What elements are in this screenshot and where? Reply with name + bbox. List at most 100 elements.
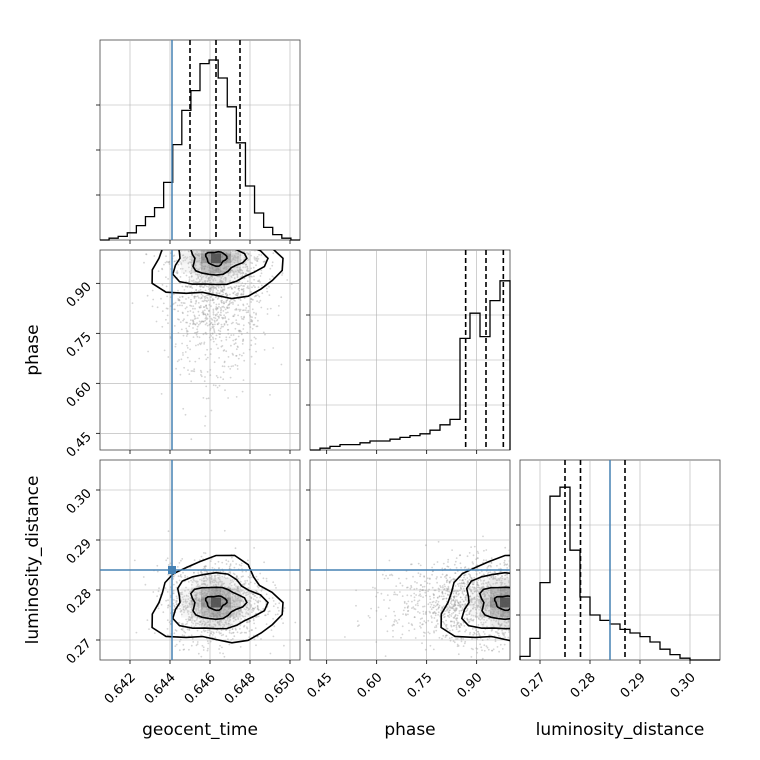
sample-point xyxy=(189,603,192,606)
y-tick-label: 0.90 xyxy=(64,280,95,311)
sample-point xyxy=(253,547,256,549)
sample-point xyxy=(463,576,465,579)
sample-point xyxy=(192,281,195,284)
sample-point xyxy=(256,605,259,607)
sample-point xyxy=(228,567,231,570)
sample-point xyxy=(252,298,254,301)
sample-point xyxy=(219,376,222,379)
sample-point xyxy=(185,298,187,300)
density-cell xyxy=(241,250,251,254)
sample-point xyxy=(192,578,195,581)
sample-point xyxy=(224,276,227,279)
sample-point xyxy=(211,318,214,321)
sample-point xyxy=(392,635,394,638)
sample-point xyxy=(232,303,234,305)
sample-point xyxy=(455,566,458,569)
sample-point xyxy=(196,281,199,284)
sample-point xyxy=(474,615,477,618)
sample-point xyxy=(497,622,500,624)
sample-point xyxy=(248,348,251,351)
sample-point xyxy=(198,357,201,360)
sample-point xyxy=(198,268,201,270)
sample-point xyxy=(454,614,457,617)
sample-point xyxy=(229,618,232,621)
sample-point xyxy=(471,592,474,595)
sample-point xyxy=(435,608,438,611)
sample-point xyxy=(265,593,268,596)
sample-point xyxy=(198,585,201,587)
sample-point xyxy=(197,622,200,625)
sample-point xyxy=(199,286,202,288)
sample-point xyxy=(202,582,205,585)
sample-point xyxy=(273,625,276,628)
sample-point xyxy=(226,307,229,309)
sample-point xyxy=(175,259,178,262)
sample-point xyxy=(209,276,212,279)
sample-point xyxy=(243,582,246,585)
sample-point xyxy=(166,307,169,310)
sample-point xyxy=(283,644,285,647)
sample-point xyxy=(492,578,494,580)
sample-point xyxy=(250,629,253,632)
sample-point xyxy=(243,262,246,265)
sample-point xyxy=(459,586,462,589)
sample-point xyxy=(453,578,456,581)
sample-point xyxy=(210,575,213,578)
sample-point xyxy=(222,280,224,283)
density-cell xyxy=(181,263,191,274)
sample-point xyxy=(205,397,208,400)
sample-point xyxy=(178,299,181,302)
sample-point xyxy=(457,653,460,656)
sample-point xyxy=(413,628,416,630)
sample-point xyxy=(217,576,220,579)
sample-point xyxy=(173,308,176,311)
sample-point xyxy=(222,371,225,374)
sample-point xyxy=(501,575,503,577)
density-cell xyxy=(231,587,241,598)
sample-point xyxy=(249,592,251,594)
sample-point xyxy=(205,304,208,307)
sample-point xyxy=(499,625,501,628)
sample-point xyxy=(230,639,233,641)
sample-point xyxy=(166,260,168,263)
sample-point xyxy=(452,577,455,580)
sample-point xyxy=(410,623,413,625)
sample-point xyxy=(434,614,437,617)
sample-point xyxy=(176,582,178,584)
sample-point xyxy=(482,614,484,617)
sample-point xyxy=(237,588,239,590)
sample-point xyxy=(472,554,475,557)
sample-point xyxy=(445,624,448,626)
y-axis-label-phase: phase xyxy=(23,324,43,375)
sample-point xyxy=(224,293,227,295)
sample-point xyxy=(204,584,207,586)
sample-point xyxy=(389,574,391,577)
sample-point xyxy=(478,632,480,635)
sample-point xyxy=(480,621,483,624)
sample-point xyxy=(193,594,196,597)
sample-point xyxy=(240,272,243,275)
sample-point xyxy=(218,621,221,624)
sample-point xyxy=(472,607,474,610)
sample-point xyxy=(490,561,492,564)
sample-point xyxy=(421,589,423,592)
sample-point xyxy=(236,323,239,325)
contour-level xyxy=(189,586,248,621)
sample-point xyxy=(446,579,449,582)
sample-point xyxy=(219,576,221,578)
sample-point xyxy=(406,586,409,589)
sample-point xyxy=(206,307,209,310)
x-tick-labels-geocent-time: 0.642 0.644 0.646 0.648 0.650 xyxy=(102,670,299,707)
sample-point xyxy=(223,623,226,626)
sample-point xyxy=(192,320,195,323)
sample-point xyxy=(485,582,488,584)
sample-point xyxy=(233,291,236,293)
density-cell xyxy=(231,253,241,264)
sample-point xyxy=(500,579,503,582)
sample-point xyxy=(488,594,491,597)
sample-point xyxy=(245,263,247,266)
contour-level xyxy=(151,250,284,300)
sample-point xyxy=(203,309,206,312)
sample-point xyxy=(233,277,236,280)
sample-point xyxy=(472,633,475,636)
